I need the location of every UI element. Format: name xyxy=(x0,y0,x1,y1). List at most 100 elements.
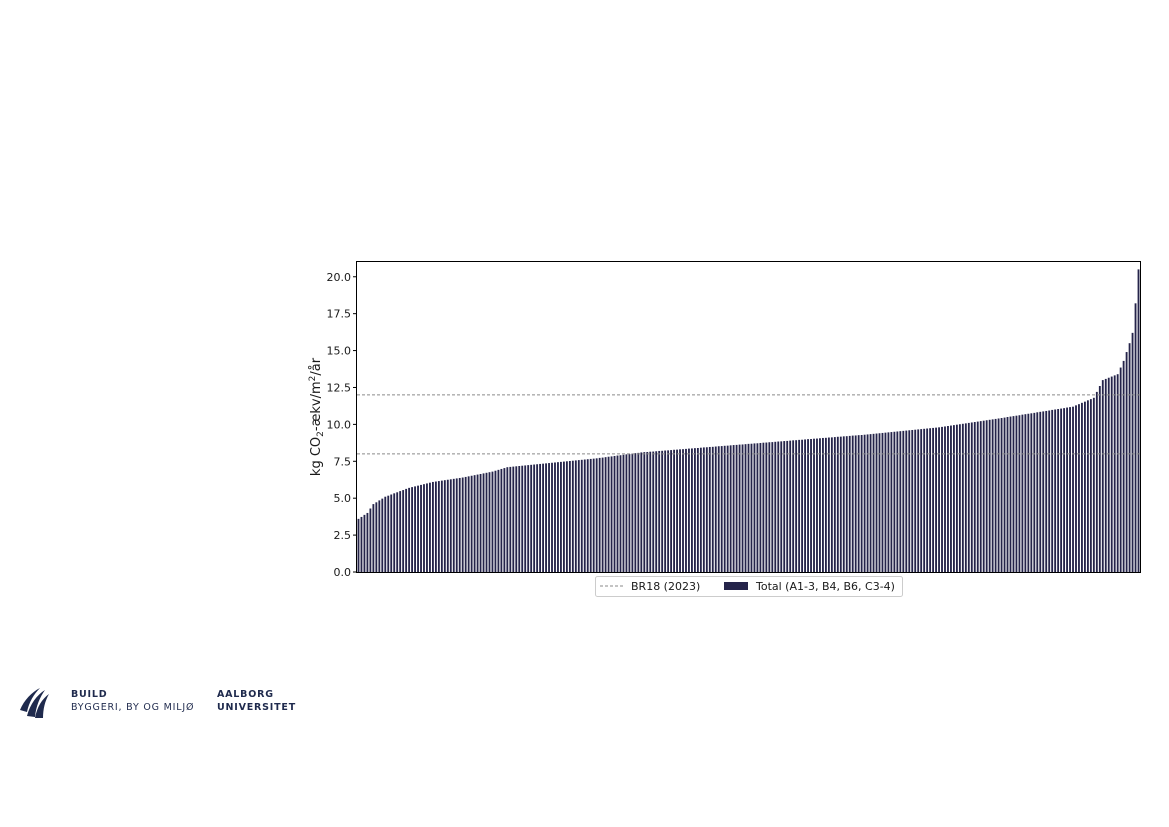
bar xyxy=(1125,352,1128,572)
bar xyxy=(586,459,589,572)
bar xyxy=(574,460,577,572)
bar xyxy=(798,439,801,572)
bar xyxy=(357,518,360,572)
bar xyxy=(452,478,455,572)
bar xyxy=(411,487,414,572)
bar xyxy=(970,422,973,572)
bar xyxy=(714,446,717,572)
bar xyxy=(1057,409,1060,572)
bar xyxy=(429,482,431,572)
bar xyxy=(479,473,482,572)
bar xyxy=(542,463,544,572)
bar xyxy=(363,514,366,572)
bar xyxy=(434,481,437,572)
bar xyxy=(875,433,878,572)
bar xyxy=(1039,411,1042,572)
bar xyxy=(688,448,690,572)
bar xyxy=(548,463,550,572)
bar xyxy=(491,471,494,572)
bar xyxy=(673,449,675,572)
bar xyxy=(1089,399,1092,572)
bar xyxy=(1119,367,1122,572)
bar xyxy=(360,516,363,572)
bar xyxy=(866,434,869,572)
bar xyxy=(869,434,872,572)
bar xyxy=(580,459,583,572)
bar xyxy=(860,435,863,572)
bar xyxy=(619,455,622,572)
bar xyxy=(914,429,917,572)
bar xyxy=(953,425,955,572)
bar xyxy=(417,485,419,572)
bar xyxy=(393,493,396,572)
bar xyxy=(649,451,652,572)
bar xyxy=(405,488,408,572)
bar xyxy=(562,461,565,572)
bar xyxy=(762,442,765,572)
bar xyxy=(512,466,515,572)
bar xyxy=(667,450,670,572)
bar xyxy=(432,481,434,572)
y-tick-label: 20.0 xyxy=(327,271,352,284)
bar xyxy=(1066,407,1068,572)
bar xyxy=(1003,417,1006,572)
bar xyxy=(381,498,384,572)
bar xyxy=(1092,397,1095,572)
bar xyxy=(536,464,539,572)
bar xyxy=(1033,412,1036,572)
bar xyxy=(696,448,699,572)
bar xyxy=(583,459,586,572)
bar xyxy=(1012,416,1015,572)
bar xyxy=(375,502,378,572)
legend-box xyxy=(595,576,903,597)
bar xyxy=(396,492,399,572)
bar xyxy=(455,478,458,572)
build-title: BUILD xyxy=(71,689,108,700)
bar xyxy=(1054,409,1057,572)
bar xyxy=(691,448,693,572)
bar xyxy=(1024,414,1027,572)
bar xyxy=(932,427,935,572)
bar xyxy=(366,512,369,572)
bar xyxy=(783,441,786,572)
aau-logo-text: AALBORG UNIVERSITET xyxy=(217,688,296,714)
bar xyxy=(384,496,387,572)
bar xyxy=(679,449,681,572)
bar xyxy=(976,421,979,572)
bar xyxy=(676,449,678,572)
y-tick-label: 0.0 xyxy=(334,566,352,579)
bar xyxy=(1069,407,1071,572)
bar xyxy=(955,424,958,572)
bar xyxy=(560,461,562,572)
bar xyxy=(443,480,446,572)
bar xyxy=(461,477,464,572)
bar xyxy=(765,442,768,572)
bar xyxy=(506,467,509,572)
bar xyxy=(753,443,756,572)
bar xyxy=(1116,374,1119,572)
bar xyxy=(643,452,646,572)
bar xyxy=(577,460,580,572)
bar xyxy=(631,453,634,572)
bar xyxy=(1095,391,1098,572)
bar xyxy=(926,428,929,572)
bar xyxy=(819,438,821,572)
y-tick-label: 7.5 xyxy=(334,455,352,468)
bar xyxy=(744,444,747,572)
bar xyxy=(446,479,449,572)
bar xyxy=(497,469,500,572)
bar xyxy=(628,454,631,572)
bar xyxy=(470,475,473,572)
bar xyxy=(822,437,824,572)
bar xyxy=(693,448,696,572)
bar xyxy=(1081,402,1083,572)
bar xyxy=(830,437,833,572)
bar xyxy=(661,450,664,572)
y-tick-label: 10.0 xyxy=(327,418,352,431)
bar xyxy=(449,479,452,572)
bar xyxy=(607,456,610,572)
aau-line1: AALBORG xyxy=(217,689,274,700)
legend: BR18 (2023) Total (A1-3, B4, B6, C3-4) xyxy=(595,576,903,597)
bar xyxy=(771,442,774,572)
